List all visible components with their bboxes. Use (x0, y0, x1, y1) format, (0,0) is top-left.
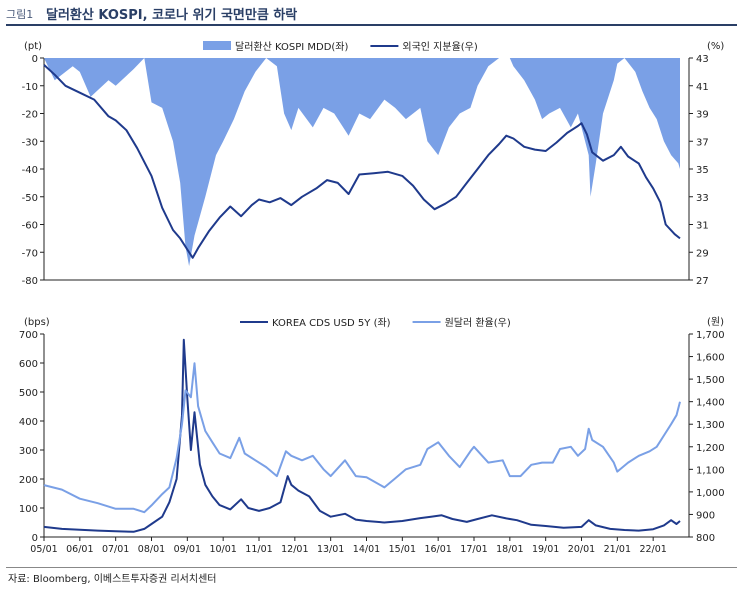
panel2-right-tick-label: 1,000 (696, 488, 725, 499)
panel2-series-line-1 (43, 362, 681, 514)
panel2-series-line-0 (43, 338, 681, 533)
figure-label: 그림1 (6, 8, 34, 21)
panel1-left-tick-label: -70 (22, 248, 38, 259)
panel2-x-tick-label: 20/01 (568, 544, 595, 555)
panel2-x-tick-label: 07/01 (102, 544, 129, 555)
panel1-right-unit: (%) (707, 41, 724, 52)
title-bar: 그림1 달러환산 KOSPI, 코로나 위기 국면만큼 하락 (6, 2, 737, 26)
panel2-x-tick-label: 05/01 (30, 544, 57, 555)
panel1-left-tick-label: -10 (22, 82, 38, 93)
chart-title: 달러환산 KOSPI, 코로나 위기 국면만큼 하락 (46, 8, 298, 23)
panel1-right-tick-label: 31 (696, 221, 709, 232)
panel1-left-unit: (pt) (24, 41, 42, 52)
panel1-left-tick-label: -50 (22, 193, 38, 204)
panel2-x-tick-label: 11/01 (245, 544, 272, 555)
panel2-x-tick-label: 17/01 (460, 544, 487, 555)
panel2-right-unit: (원) (707, 316, 724, 328)
panel1-right-tick-label: 41 (696, 82, 709, 93)
panel1-left-tick-label: 0 (32, 54, 38, 65)
panel1-left-tick-label: -20 (22, 110, 38, 121)
panel2-right-tick-label: 1,300 (696, 420, 725, 431)
panel2-right-tick-label: 1,100 (696, 465, 725, 476)
panel2-right-tick-label: 800 (696, 533, 715, 544)
panel2-x-tick-label: 09/01 (174, 544, 201, 555)
panel1-legend-label: 달러환산 KOSPI MDD(좌) (235, 41, 348, 53)
panel2-left-tick-label: 100 (19, 504, 38, 515)
panel2-left-tick-label: 700 (19, 330, 38, 341)
panel1-right-tick-label: 29 (696, 248, 709, 259)
panel2-x-tick-label: 10/01 (209, 544, 236, 555)
panel2-right-tick-label: 1,700 (696, 330, 725, 341)
panel2-left-tick-label: 0 (32, 533, 38, 544)
panel2-left-tick-label: 200 (19, 475, 38, 486)
panel1-left-tick-label: -30 (22, 137, 38, 148)
panel2-x-tick-label: 18/01 (496, 544, 523, 555)
panel1-series-mdd-area (44, 58, 680, 267)
panel1-right-tick-label: 35 (696, 165, 709, 176)
panel1-right-tick-label: 37 (696, 137, 709, 148)
panel2-left-tick-label: 500 (19, 388, 38, 399)
panel1-right-tick-label: 39 (696, 110, 709, 121)
panel2-x-tick-label: 15/01 (389, 544, 416, 555)
panel2-x-tick-label: 12/01 (281, 544, 308, 555)
panel2-right-tick-label: 900 (696, 510, 715, 521)
panel2-x-tick-label: 14/01 (353, 544, 380, 555)
panel1-legend-label: 외국인 지분율(우) (402, 41, 477, 53)
panel2-legend-label: KOREA CDS USD 5Y (좌) (272, 317, 391, 329)
panel1-series-line-1 (43, 64, 681, 259)
panel2-legend-label: 원달러 환율(우) (445, 317, 511, 329)
panel1-left-tick-label: -40 (22, 165, 38, 176)
panel2-left-tick-label: 400 (19, 417, 38, 428)
panel2-right-tick-label: 1,500 (696, 375, 725, 386)
panel1-right-tick-label: 27 (696, 276, 709, 287)
panel1-right-tick-label: 43 (696, 54, 709, 65)
panel1-left-tick-label: -60 (22, 221, 38, 232)
panel2-left-tick-label: 300 (19, 446, 38, 457)
source-rule (6, 567, 737, 568)
panel2-x-tick-label: 21/01 (604, 544, 631, 555)
panel2-x-tick-label: 13/01 (317, 544, 344, 555)
source-note: 자료: Bloomberg, 이베스트투자증권 리서치센터 (8, 574, 217, 585)
panel2-left-unit: (bps) (24, 317, 50, 328)
panel1-left-tick-label: -80 (22, 276, 38, 287)
panel2-x-tick-label: 08/01 (138, 544, 165, 555)
panel2-x-tick-label: 22/01 (639, 544, 666, 555)
panel2-right-tick-label: 1,600 (696, 353, 725, 364)
panel2-right-tick-label: 1,200 (696, 443, 725, 454)
panel2-x-tick-label: 16/01 (424, 544, 451, 555)
panel2-x-tick-label: 06/01 (66, 544, 93, 555)
panel1-right-tick-label: 33 (696, 193, 709, 204)
panel2-x-tick-label: 19/01 (532, 544, 559, 555)
panel1-legend-swatch (203, 41, 231, 50)
panel2-left-tick-label: 600 (19, 359, 38, 370)
panel2-right-tick-label: 1,400 (696, 398, 725, 409)
